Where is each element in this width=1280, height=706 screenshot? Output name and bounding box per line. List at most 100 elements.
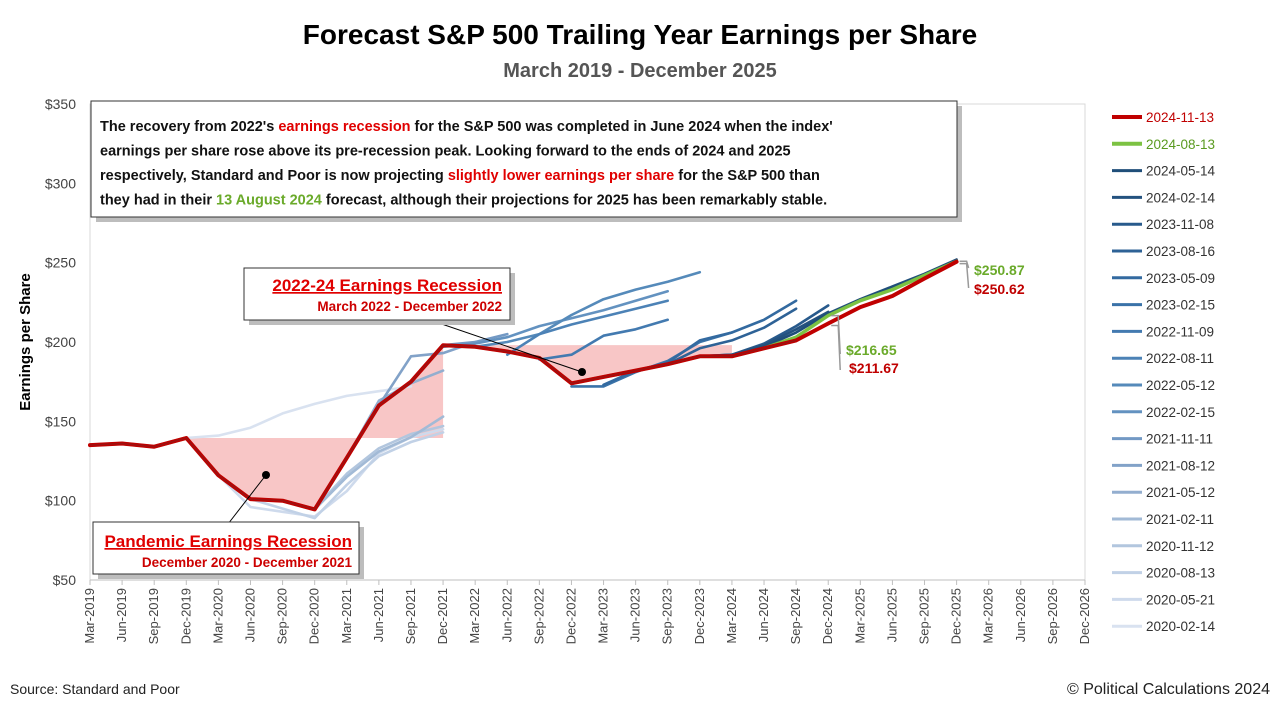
y-tick-label: $150	[45, 413, 76, 429]
pandemic-leader	[227, 474, 267, 525]
x-tick-label: Dec-2024	[820, 588, 835, 644]
legend-entry: 2023-05-09	[1146, 271, 1215, 286]
x-tick-label: Jun-2023	[628, 588, 643, 642]
pandemic-subtitle: December 2020 - December 2021	[142, 555, 353, 570]
legend-entry: 2022-02-15	[1146, 405, 1215, 420]
legend-entry: 2020-08-13	[1146, 566, 1215, 581]
source-note: Source: Standard and Poor	[10, 681, 180, 697]
x-tick-label: Sep-2019	[146, 588, 161, 644]
legend-entry: 2023-02-15	[1146, 298, 1215, 313]
x-tick-label: Mar-2023	[596, 588, 611, 644]
x-tick-label: Dec-2022	[563, 588, 578, 644]
x-tick-label: Mar-2026	[981, 588, 996, 644]
y-axis-label: Earnings per Share	[17, 273, 34, 411]
x-tick-label: Mar-2024	[724, 588, 739, 644]
y-tick-label: $50	[53, 572, 77, 588]
x-tick-label: Sep-2026	[1045, 588, 1060, 644]
y-tick-label: $250	[45, 255, 76, 271]
legend-entry: 2023-11-08	[1146, 217, 1214, 232]
annotation-line: respectively, Standard and Poor is now p…	[100, 168, 820, 184]
x-tick-label: Sep-2022	[531, 588, 546, 644]
annotation-segment: for the S&P 500 was completed in June 20…	[411, 119, 833, 135]
annotation-segment: respectively, Standard and Poor is now p…	[100, 168, 448, 184]
legend-entry: 2024-05-14	[1146, 164, 1216, 179]
x-tick-label: Dec-2026	[1077, 588, 1092, 644]
series-line-2020-02-14	[185, 385, 413, 440]
y-tick-label: $200	[45, 334, 76, 350]
legend-entry: 2021-05-12	[1146, 485, 1215, 500]
legend-entry: 2021-11-11	[1146, 432, 1213, 447]
end-label-red-2025: $250.62	[974, 281, 1025, 297]
x-tick-label: Jun-2022	[499, 588, 514, 642]
recession-2022-leader	[429, 319, 583, 373]
x-tick-label: Jun-2026	[1013, 588, 1028, 642]
x-tick-label: Sep-2024	[788, 588, 803, 644]
recession-2022-subtitle: March 2022 - December 2022	[317, 299, 502, 314]
x-tick-label: Sep-2021	[403, 588, 418, 644]
end-label-leader	[831, 324, 841, 371]
pandemic-marker	[262, 471, 270, 479]
annotation-segment: earnings per share rose above its pre-re…	[100, 144, 791, 160]
legend-entry: 2022-05-12	[1146, 378, 1215, 393]
annotation-segment: forecast, although their projections for…	[322, 193, 827, 209]
x-tick-label: Dec-2020	[307, 588, 322, 644]
series-line-2022-08-11	[505, 299, 670, 357]
legend-entry: 2020-11-12	[1146, 539, 1214, 554]
chart-subtitle: March 2019 - December 2025	[503, 60, 777, 82]
recession-2022-marker	[578, 368, 586, 376]
legend-entry: 2020-02-14	[1146, 619, 1216, 634]
x-tick-label: Dec-2019	[178, 588, 193, 644]
end-label-green-2024: $216.65	[846, 342, 897, 358]
series-line-2020-08-13	[249, 431, 445, 520]
x-tick-label: Jun-2025	[884, 588, 899, 642]
x-tick-label: Dec-2021	[435, 588, 450, 644]
annotation-segment: they had in their	[100, 193, 216, 209]
x-tick-label: Jun-2021	[371, 588, 386, 642]
series-line-2021-02-11	[313, 415, 445, 511]
pandemic-box	[92, 521, 360, 575]
legend-entry: 2022-11-09	[1146, 324, 1214, 339]
x-tick-label: Mar-2020	[210, 588, 225, 644]
x-tick-label: Sep-2023	[660, 588, 675, 644]
annotation-line: earnings per share rose above its pre-re…	[100, 144, 791, 160]
x-tick-label: Dec-2025	[949, 588, 964, 644]
pandemic-title: Pandemic Earnings Recession	[104, 532, 352, 551]
pandemic-recession-area	[186, 345, 444, 510]
annotation-segment: for the S&P 500 than	[674, 168, 820, 184]
end-label-green-2025: $250.87	[974, 262, 1025, 278]
series-line-2022-11-09	[538, 318, 670, 361]
series-line-2022-05-12	[473, 270, 702, 349]
x-tick-label: Jun-2020	[242, 588, 257, 642]
legend-entry: 2023-08-16	[1146, 244, 1215, 259]
y-tick-label: $100	[45, 493, 76, 509]
annotation-box	[90, 100, 958, 218]
annotation-line: The recovery from 2022's earnings recess…	[100, 119, 833, 135]
recession-2022-title: 2022-24 Earnings Recession	[272, 276, 502, 295]
x-tick-label: Mar-2022	[467, 588, 482, 644]
actual-earnings-line	[89, 339, 797, 511]
x-tick-label: Mar-2019	[82, 588, 97, 644]
annotation-segment: The recovery from 2022's	[100, 119, 278, 135]
end-label-leader	[959, 260, 970, 269]
legend-entry: 2020-05-21	[1146, 592, 1215, 607]
legend-entry: 2024-08-13	[1146, 137, 1215, 152]
x-tick-label: Sep-2020	[275, 588, 290, 644]
x-tick-label: Jun-2019	[114, 588, 129, 642]
annotation-segment: earnings recession	[278, 119, 410, 135]
x-tick-label: Jun-2024	[756, 588, 771, 642]
recession-2022-area	[443, 345, 732, 384]
chart-title: Forecast S&P 500 Trailing Year Earnings …	[303, 19, 977, 50]
x-tick-label: Mar-2025	[852, 588, 867, 644]
end-label-red-2024: $211.67	[849, 360, 899, 376]
recession-2022-box	[243, 267, 511, 321]
legend-entry: 2021-02-11	[1146, 512, 1214, 527]
y-tick-label: $300	[45, 175, 76, 191]
copyright-note: © Political Calculations 2024	[1067, 681, 1270, 698]
legend-entry: 2024-11-13	[1146, 110, 1214, 125]
annotation-segment: 13 August 2024	[216, 193, 322, 209]
x-tick-label: Sep-2025	[917, 588, 932, 644]
legend-entry: 2022-08-11	[1146, 351, 1214, 366]
y-tick-label: $350	[45, 96, 76, 112]
x-tick-label: Mar-2021	[339, 588, 354, 644]
